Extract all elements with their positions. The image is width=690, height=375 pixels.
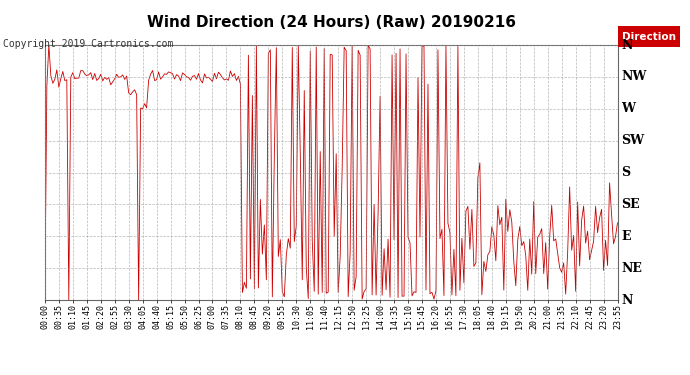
Text: Copyright 2019 Cartronics.com: Copyright 2019 Cartronics.com <box>3 39 174 50</box>
Text: E: E <box>621 230 631 243</box>
Text: SW: SW <box>621 134 644 147</box>
Text: NW: NW <box>621 70 647 83</box>
Text: N: N <box>621 294 632 306</box>
Text: S: S <box>621 166 630 179</box>
Text: NE: NE <box>621 262 642 274</box>
Text: Direction: Direction <box>622 32 676 42</box>
Text: N: N <box>621 39 632 51</box>
Text: W: W <box>621 102 635 115</box>
Text: SE: SE <box>621 198 640 211</box>
Text: Wind Direction (24 Hours) (Raw) 20190216: Wind Direction (24 Hours) (Raw) 20190216 <box>147 15 515 30</box>
